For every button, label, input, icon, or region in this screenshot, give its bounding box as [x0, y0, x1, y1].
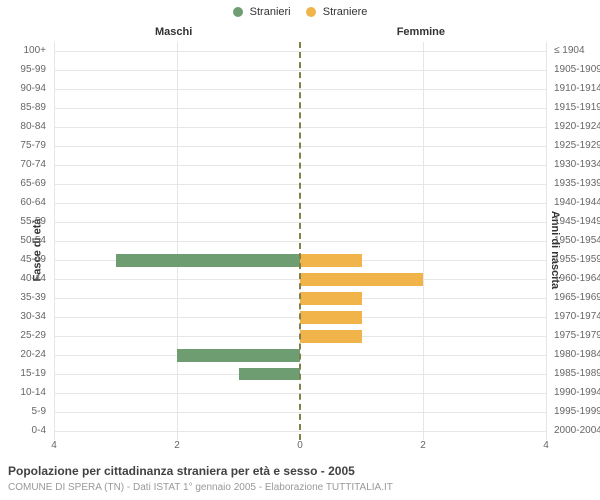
age-label: 30-34	[20, 311, 46, 322]
age-label: 75-79	[20, 140, 46, 151]
age-label: 50-54	[20, 235, 46, 246]
age-label: 15-19	[20, 368, 46, 379]
year-label: 1940-1944	[554, 197, 600, 208]
year-label: 1925-1929	[554, 140, 600, 151]
year-label: 1955-1959	[554, 254, 600, 265]
age-label: 80-84	[20, 121, 46, 132]
chart-container: Stranieri Straniere Maschi Femmine Fasce…	[0, 0, 600, 500]
bar-male	[116, 254, 301, 267]
age-label: 90-94	[20, 83, 46, 94]
year-label: 1915-1919	[554, 102, 600, 113]
age-label: 60-64	[20, 197, 46, 208]
year-label: 1910-1914	[554, 83, 600, 94]
age-label: 10-14	[20, 387, 46, 398]
age-label: 20-24	[20, 349, 46, 360]
legend-item-male: Stranieri	[233, 6, 291, 18]
bar-female	[300, 254, 362, 267]
bar-female	[300, 273, 423, 286]
age-label: 35-39	[20, 292, 46, 303]
legend-swatch-female	[306, 7, 316, 17]
bar-female	[300, 330, 362, 343]
year-label: 1965-1969	[554, 292, 600, 303]
legend: Stranieri Straniere	[0, 6, 600, 18]
bar-male	[239, 368, 301, 381]
age-label: 25-29	[20, 330, 46, 341]
year-label: 2000-2004	[554, 425, 600, 436]
year-label: 1980-1984	[554, 349, 600, 360]
age-label: 40-44	[20, 273, 46, 284]
age-label: 45-49	[20, 254, 46, 265]
gridline-vertical	[546, 42, 547, 440]
center-line	[299, 42, 301, 440]
year-label: 1930-1934	[554, 159, 600, 170]
legend-item-female: Straniere	[306, 6, 368, 18]
age-label: 0-4	[32, 425, 46, 436]
year-label: 1970-1974	[554, 311, 600, 322]
age-label: 5-9	[32, 406, 46, 417]
age-label: 95-99	[20, 64, 46, 75]
year-label: 1945-1949	[554, 216, 600, 227]
x-tick-label: 2	[420, 440, 426, 451]
legend-swatch-male	[233, 7, 243, 17]
age-label: 85-89	[20, 102, 46, 113]
year-label: 1920-1924	[554, 121, 600, 132]
age-label: 55-59	[20, 216, 46, 227]
footer-subtitle: COMUNE DI SPERA (TN) - Dati ISTAT 1° gen…	[8, 482, 393, 493]
bar-male	[177, 349, 300, 362]
year-label: 1990-1994	[554, 387, 600, 398]
side-title-male: Maschi	[155, 26, 192, 38]
year-label: 1960-1964	[554, 273, 600, 284]
legend-label-male: Stranieri	[250, 6, 291, 18]
age-label: 100+	[23, 45, 46, 56]
footer-title: Popolazione per cittadinanza straniera p…	[8, 464, 355, 478]
year-label: 1985-1989	[554, 368, 600, 379]
legend-label-female: Straniere	[323, 6, 368, 18]
year-label: 1975-1979	[554, 330, 600, 341]
year-label: ≤ 1904	[554, 45, 585, 56]
x-axis: 4 2 0 2 4	[54, 440, 546, 454]
bar-female	[300, 311, 362, 324]
x-tick-label: 4	[543, 440, 549, 451]
year-label: 1905-1909	[554, 64, 600, 75]
bar-female	[300, 292, 362, 305]
plot-area: 100+≤ 190495-991905-190990-941910-191485…	[54, 42, 546, 440]
year-label: 1995-1999	[554, 406, 600, 417]
x-tick-label: 0	[297, 440, 303, 451]
x-tick-label: 4	[51, 440, 57, 451]
side-title-female: Femmine	[397, 26, 445, 38]
x-tick-label: 2	[174, 440, 180, 451]
year-label: 1950-1954	[554, 235, 600, 246]
age-label: 65-69	[20, 178, 46, 189]
age-label: 70-74	[20, 159, 46, 170]
year-label: 1935-1939	[554, 178, 600, 189]
